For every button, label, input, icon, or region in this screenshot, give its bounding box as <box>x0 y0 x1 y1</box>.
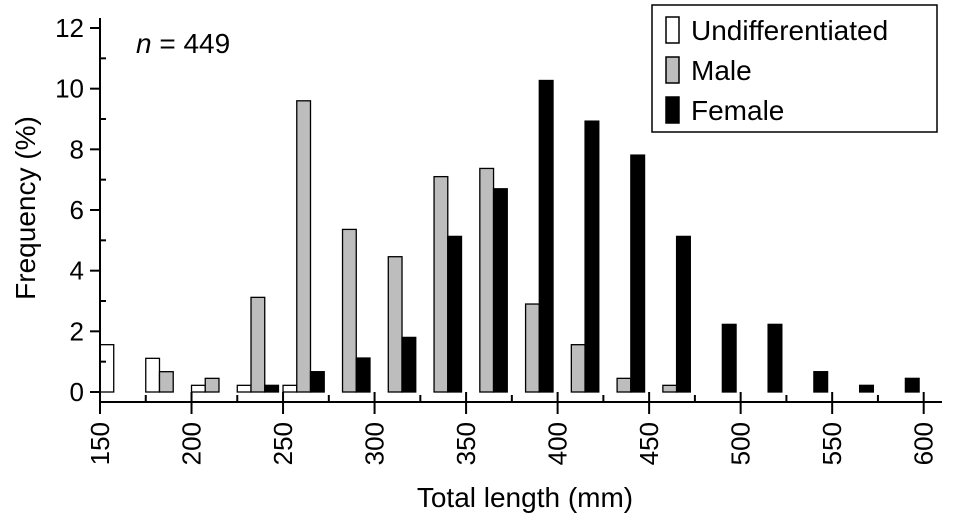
x-tick-label: 500 <box>726 422 756 465</box>
bar-undifferentiated-200 <box>190 384 206 393</box>
bar-female-550 <box>858 384 875 393</box>
y-axis-title: Frequency (%) <box>10 116 41 300</box>
legend-swatch-female <box>665 96 680 124</box>
bar-female-425 <box>630 154 646 393</box>
bar-female-375 <box>538 79 554 393</box>
bar-male-425 <box>616 377 632 393</box>
bar-female-300 <box>401 336 417 393</box>
bar-undifferentiated-175 <box>145 357 161 393</box>
bar-female-575 <box>904 377 920 393</box>
x-tick-label: 550 <box>817 422 847 465</box>
x-tick-label: 200 <box>177 422 207 465</box>
ticks-group: 0 2 4 6 8 10 12 150 200 250 300 350 400 450 500 550 600 <box>55 13 939 465</box>
legend-label-female: Female <box>691 95 784 126</box>
sample-size-value: = 449 <box>152 28 231 59</box>
x-tick-label: 150 <box>85 422 115 465</box>
sample-size-symbol: n <box>136 28 152 59</box>
bar-male-375 <box>524 303 540 393</box>
bar-male-400 <box>570 344 586 393</box>
legend-swatch-male <box>665 56 680 84</box>
bar-male-225 <box>250 296 266 393</box>
bar-male-175 <box>158 371 174 393</box>
bar-male-300 <box>387 256 403 393</box>
y-tick-label: 10 <box>55 74 84 104</box>
x-tick-label: 400 <box>543 422 573 465</box>
x-tick-label: 300 <box>360 422 390 465</box>
bar-male-325 <box>433 175 449 393</box>
bar-male-275 <box>341 228 357 393</box>
bar-female-325 <box>447 235 463 393</box>
y-tick-label: 4 <box>70 256 84 286</box>
y-tick-label: 12 <box>55 13 84 43</box>
legend-swatch-undifferentiated <box>665 16 680 44</box>
x-tick-label: 450 <box>634 422 664 465</box>
x-tick-label: 350 <box>451 422 481 465</box>
bars-group <box>99 79 920 393</box>
x-tick-label: 600 <box>909 422 939 465</box>
bar-male-350 <box>479 167 495 393</box>
bar-undifferentiated-250 <box>282 384 298 393</box>
bar-female-225 <box>264 384 280 393</box>
y-tick-label: 2 <box>70 316 84 346</box>
bar-female-450 <box>675 235 691 393</box>
bar-undifferentiated-225 <box>236 384 252 393</box>
bar-female-500 <box>767 323 783 393</box>
bar-male-450 <box>662 384 678 393</box>
legend-frame <box>651 4 938 133</box>
bar-female-350 <box>492 188 508 393</box>
bar-female-275 <box>355 357 371 393</box>
legend-label-male: Male <box>691 55 752 86</box>
y-tick-label: 6 <box>70 195 84 225</box>
axes-group <box>99 18 942 403</box>
legend: Undifferentiated Male Female <box>651 4 938 133</box>
sample-size-annotation: n = 449 <box>136 28 230 59</box>
bar-male-200 <box>204 377 220 393</box>
y-tick-label: 0 <box>70 377 84 407</box>
bar-undifferentiated-150 <box>99 344 115 393</box>
x-axis-title: Total length (mm) <box>417 482 633 513</box>
bar-female-525 <box>813 371 829 393</box>
bar-female-400 <box>584 120 600 393</box>
legend-label-undifferentiated: Undifferentiated <box>691 15 888 46</box>
bar-female-475 <box>721 323 737 393</box>
y-tick-label: 8 <box>70 134 84 164</box>
bar-male-250 <box>296 100 312 393</box>
x-tick-label: 250 <box>268 422 298 465</box>
bar-female-250 <box>309 371 325 393</box>
